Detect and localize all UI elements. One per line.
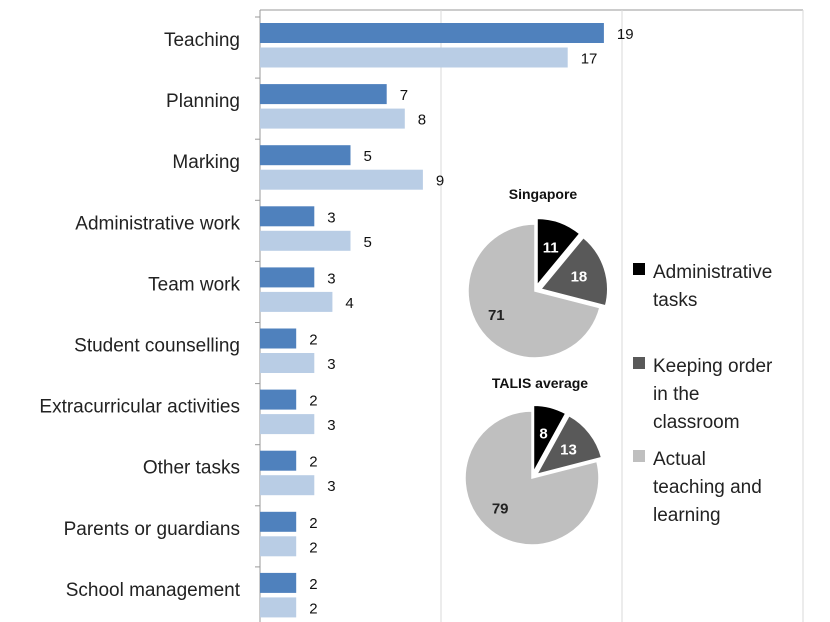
- bar-value-label: 5: [364, 234, 372, 251]
- bar: [260, 169, 423, 190]
- bar-group: Team work 34: [148, 260, 354, 312]
- bar-group: Student counselling 23: [74, 322, 336, 373]
- pie-slice-label: 13: [560, 442, 577, 459]
- category-label: Parents or guardians: [64, 519, 240, 540]
- legend-label: teaching and: [653, 477, 762, 498]
- bar-value-label: 4: [345, 295, 353, 312]
- legend-label: learning: [653, 505, 721, 526]
- bar-value-label: 9: [436, 173, 444, 190]
- bar: [260, 145, 351, 166]
- category-label: Administrative work: [75, 213, 240, 234]
- bar: [260, 353, 315, 373]
- bar-value-label: 19: [617, 26, 634, 43]
- legend-label: classroom: [653, 412, 740, 433]
- bar: [260, 475, 315, 496]
- bar-group: Other tasks 23: [143, 444, 336, 496]
- bar: [260, 536, 297, 557]
- bar: [260, 230, 351, 251]
- bar-value-label: 2: [309, 576, 317, 593]
- pie-slice: [532, 404, 567, 473]
- legend-swatch: [633, 263, 645, 275]
- legend-label: Keeping order: [653, 356, 773, 377]
- bar-group: Administrative work 3 5: [75, 199, 372, 251]
- pie-charts: Singapore 11 18 71 TALIS average 8 13 79: [464, 186, 609, 546]
- pie-slice: [467, 223, 601, 359]
- bar-value-label: 2: [309, 539, 317, 556]
- legend-swatch: [633, 450, 645, 462]
- category-label: School management: [66, 580, 241, 601]
- bar-value-label: 2: [309, 600, 317, 617]
- pie-slice: [535, 414, 603, 476]
- category-label: Marking: [172, 152, 240, 173]
- bar: [260, 572, 297, 593]
- bar: [260, 23, 604, 43]
- bar: [260, 108, 405, 129]
- bar-value-label: 2: [309, 454, 317, 471]
- category-label: Planning: [166, 91, 240, 112]
- bar-value-label: 3: [327, 209, 335, 226]
- pie-chart: Singapore 11 18 71: [467, 186, 609, 359]
- bar: [260, 389, 297, 410]
- bar: [260, 291, 333, 312]
- bar: [260, 328, 297, 349]
- legend-label: Actual: [653, 449, 706, 470]
- pie-title: TALIS average: [492, 375, 588, 391]
- bar-group: Parents or guardians 2 2: [64, 505, 318, 557]
- pie-slice: [536, 217, 581, 288]
- category-label: Team work: [148, 274, 240, 295]
- bar-value-label: 2: [309, 332, 317, 349]
- pie-chart: TALIS average 8 13 79: [464, 375, 603, 546]
- category-label: Other tasks: [143, 458, 240, 479]
- bar-value-label: 2: [309, 393, 317, 410]
- legend-label: tasks: [653, 290, 697, 311]
- bar: [260, 267, 315, 288]
- bar-value-label: 3: [327, 478, 335, 495]
- legend-label: in the: [653, 384, 699, 405]
- bar-group: Marking 5 9: [172, 138, 444, 190]
- bar-group: Teaching 19 17: [164, 16, 634, 68]
- pie-slice: [464, 410, 600, 546]
- bar-value-label: 8: [418, 112, 426, 129]
- bar: [260, 597, 297, 618]
- bar-value-label: 2: [309, 515, 317, 532]
- pie-slice-label: 8: [539, 425, 547, 442]
- legend: Administrative tasks Keeping order in the cl…: [633, 262, 773, 526]
- pie-title: Singapore: [509, 186, 578, 202]
- bar-value-label: 5: [364, 148, 372, 165]
- bar-value-label: 3: [327, 417, 335, 434]
- bar-group: Planning 78: [166, 77, 426, 129]
- bar: [260, 84, 387, 105]
- legend-item: Administrative tasks: [633, 262, 772, 311]
- bar-value-label: 17: [581, 51, 598, 68]
- bar: [260, 450, 297, 471]
- bar: [260, 47, 568, 68]
- pie-slice-label: 71: [488, 307, 505, 324]
- pie-slice-label: 79: [492, 501, 509, 518]
- legend-label: Administrative: [653, 262, 772, 283]
- bar-value-label: 3: [327, 356, 335, 373]
- category-label: Teaching: [164, 30, 240, 51]
- legend-item: Actual teaching and learning: [633, 449, 762, 526]
- bar: [260, 414, 315, 435]
- bar: [260, 511, 297, 532]
- bar: [260, 206, 315, 227]
- bar-group: School management 2 2: [66, 566, 318, 618]
- bar-value-label: 7: [400, 87, 408, 104]
- bar-value-label: 3: [327, 270, 335, 287]
- category-label: Extracurricular activities: [39, 397, 240, 418]
- legend-swatch: [633, 357, 645, 369]
- legend-item: Keeping order in the classroom: [633, 356, 773, 433]
- category-label: Student counselling: [74, 336, 240, 357]
- bar-group: Extracurricular activities 23: [39, 383, 336, 435]
- pie-slice-label: 11: [543, 240, 559, 257]
- pie-slice-label: 18: [571, 269, 588, 286]
- pie-slice: [539, 236, 609, 307]
